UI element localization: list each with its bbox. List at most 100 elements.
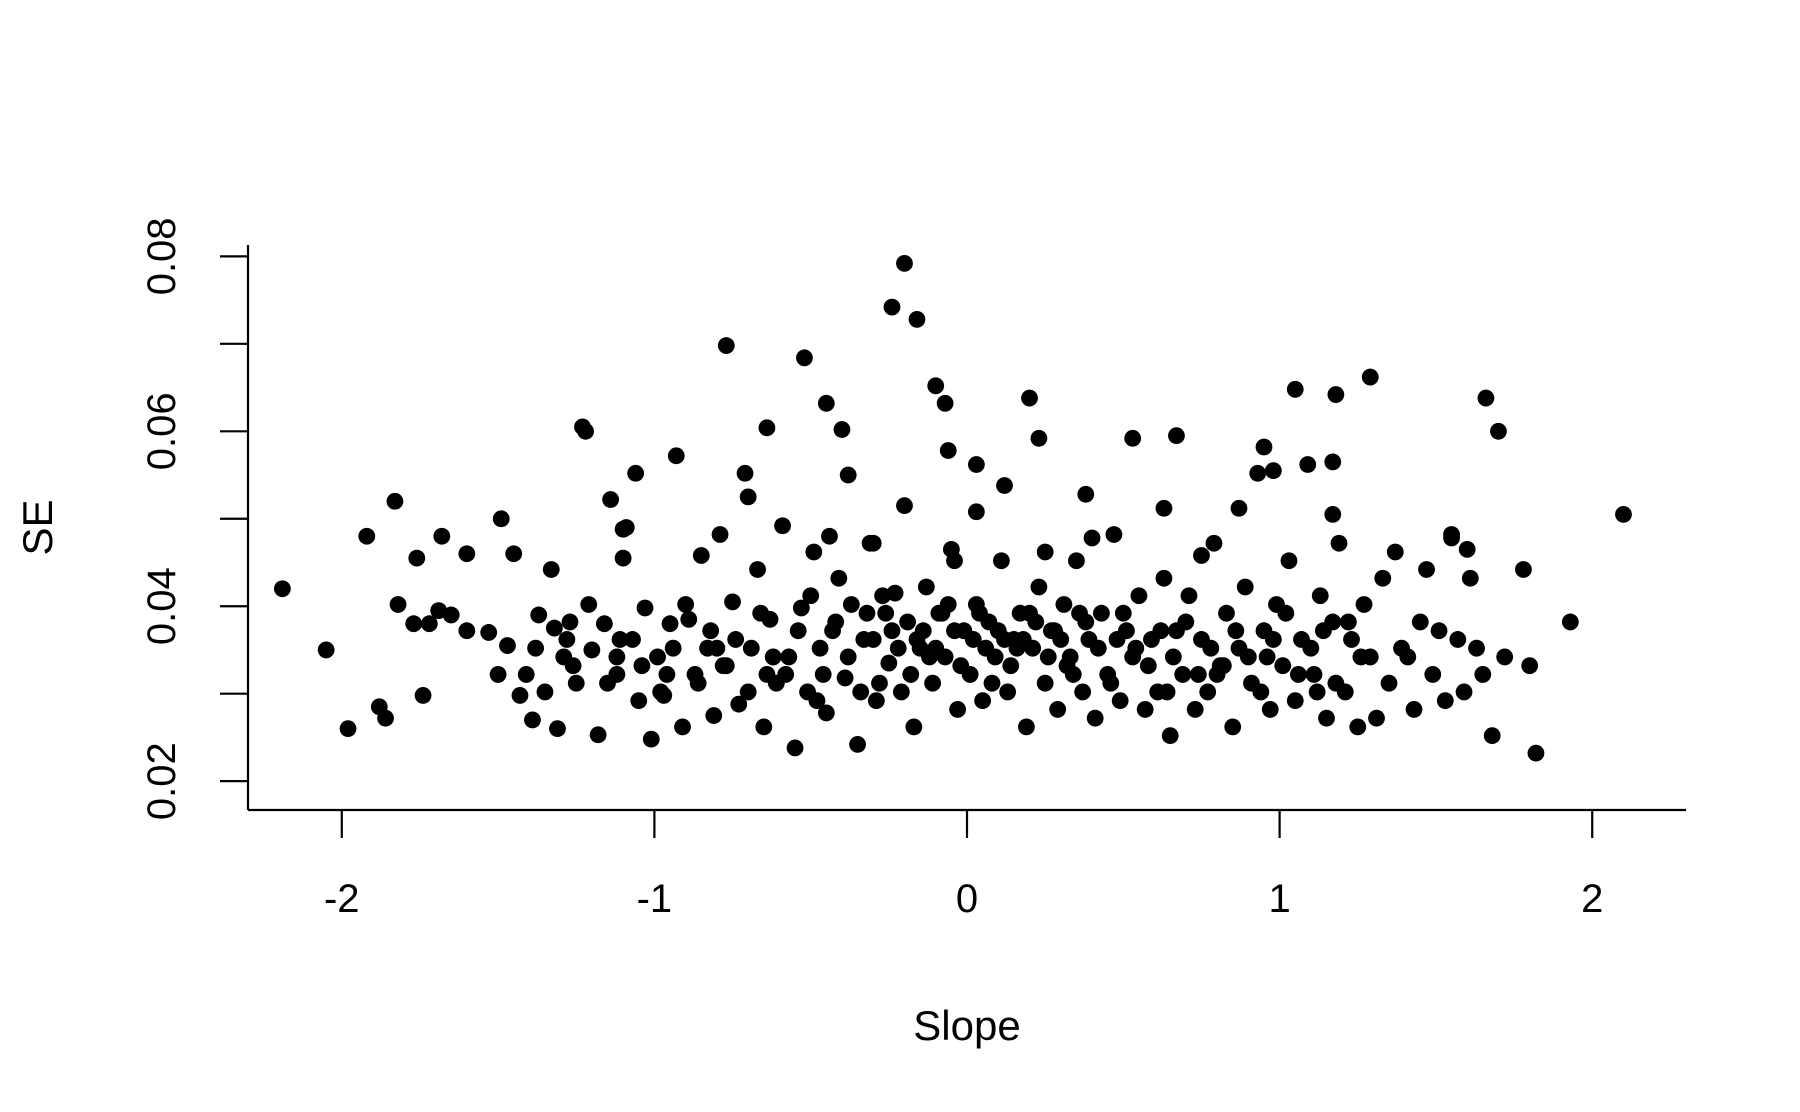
data-point [627,464,645,482]
data-point [1477,389,1495,407]
data-point [567,674,585,692]
data-point [1208,666,1226,683]
data-point [1261,701,1279,718]
data-point [1277,604,1295,622]
data-point [561,613,579,631]
data-point [1496,648,1514,666]
data-point [652,683,670,701]
data-point [883,298,901,316]
data-point [1343,631,1360,648]
data-point [1074,683,1092,701]
data-point [714,657,732,675]
data-point [996,477,1013,494]
data-point [971,604,988,622]
data-point [624,631,641,648]
data-point [1311,587,1329,605]
data-point [545,619,563,637]
data-point [1130,587,1148,605]
data-point [517,666,535,683]
data-point [1302,639,1320,657]
data-point [642,730,660,748]
data-point [1330,534,1348,552]
data-point [967,456,985,473]
data-point [1318,709,1335,727]
data-point [433,527,451,545]
data-point [1158,683,1176,701]
data-point [1155,569,1173,587]
data-point [727,631,745,648]
data-point [1483,727,1501,745]
data-point [558,631,576,648]
data-point [792,599,810,617]
data-point [933,604,951,622]
data-point [1177,613,1195,631]
data-point [1521,657,1539,675]
data-point [764,648,782,666]
data-point [1561,613,1579,631]
data-point [1355,596,1373,613]
data-point [611,631,629,648]
data-point [1349,718,1367,736]
y-tick-label: 0.04 [140,567,184,645]
data-point [839,648,857,666]
data-point [1230,499,1248,517]
data-point [1436,692,1454,710]
data-point [1286,692,1304,710]
data-point [774,517,791,535]
data-point [599,674,616,692]
data-point [339,720,357,738]
data-point [273,580,291,598]
data-point [1455,683,1473,701]
axes: -2 -1 0 1 2 0.02 0.04 0.06 0.08 [140,217,1686,921]
data-point [674,718,691,736]
data-point [458,622,476,640]
data-point [802,587,820,605]
data-point [1458,540,1476,558]
data-point [527,639,544,657]
data-point [1615,505,1632,523]
data-point [1286,380,1304,398]
data-point [1136,701,1154,718]
data-point [680,610,698,628]
data-point [1139,657,1157,675]
data-point [739,683,757,701]
data-point [414,687,432,704]
data-point [871,674,888,692]
y-axis-ticks: 0.02 0.04 0.06 0.08 [140,217,248,820]
data-point [1086,709,1104,727]
data-point [780,648,798,666]
data-point [636,599,654,617]
data-point [711,526,729,543]
data-point [1324,505,1342,523]
data-point [1093,604,1110,622]
data-point [577,422,595,440]
data-point [1314,622,1332,640]
data-point [739,488,757,506]
data-point [458,545,476,563]
data-point [1405,701,1423,718]
data-point [1058,657,1076,675]
data-point [1021,604,1038,622]
data-point [524,711,541,729]
data-point [996,631,1013,648]
x-tick-label: -2 [324,877,360,921]
data-point [1324,453,1342,471]
data-point [811,639,829,657]
data-point [789,622,807,640]
data-point [977,639,995,657]
data-point [1127,639,1145,657]
data-point [480,624,498,641]
y-axis-title: SE [14,499,61,555]
data-point [595,615,613,633]
data-point [317,641,335,659]
data-point [1036,543,1054,561]
data-point [442,606,460,624]
data-point [849,736,866,753]
data-point [999,683,1017,701]
data-point [1327,386,1345,403]
data-point [1055,596,1073,613]
data-point [1399,648,1417,666]
x-tick-label: -1 [637,877,673,921]
data-point [1049,701,1067,718]
data-point [921,648,938,666]
